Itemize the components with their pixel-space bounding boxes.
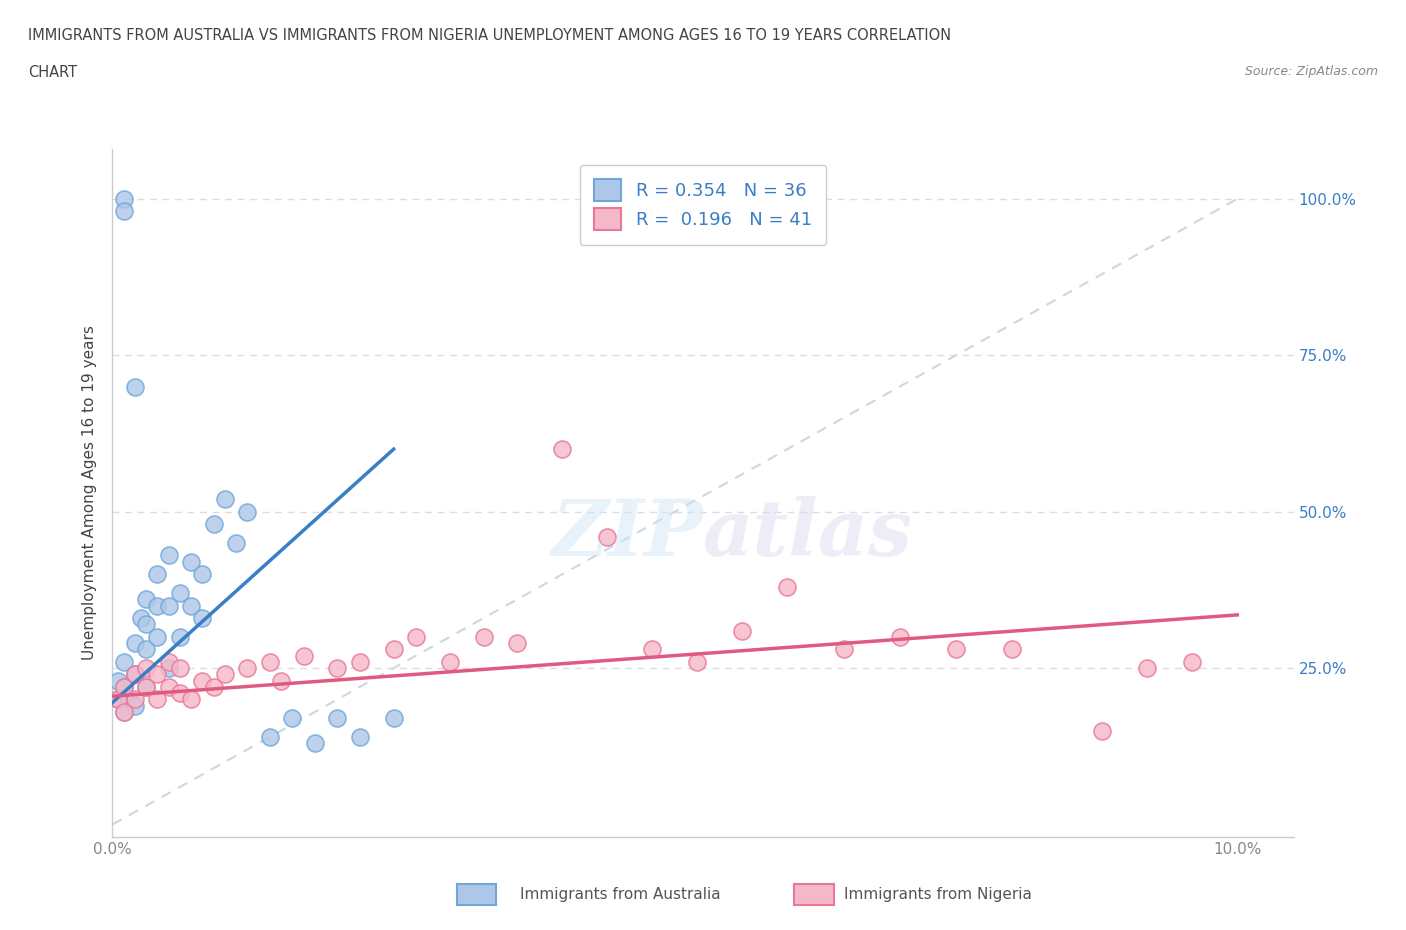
Point xyxy=(326,711,349,725)
Point xyxy=(157,598,180,613)
Point xyxy=(259,729,281,744)
Point xyxy=(191,673,214,688)
Point xyxy=(107,692,129,707)
Point xyxy=(596,529,619,544)
Point xyxy=(157,655,180,670)
Point xyxy=(1091,724,1114,738)
Point xyxy=(292,648,315,663)
Point xyxy=(202,517,225,532)
Point xyxy=(259,655,281,670)
Point xyxy=(889,630,911,644)
Point xyxy=(146,630,169,644)
Point xyxy=(169,660,191,675)
Point xyxy=(686,655,709,670)
Point xyxy=(124,698,146,713)
Point xyxy=(112,192,135,206)
Point xyxy=(281,711,304,725)
Point xyxy=(641,642,664,657)
Legend: R = 0.354   N = 36, R =  0.196   N = 41: R = 0.354 N = 36, R = 0.196 N = 41 xyxy=(579,165,827,245)
Point xyxy=(180,598,202,613)
Point xyxy=(124,379,146,394)
Text: CHART: CHART xyxy=(28,65,77,80)
Point xyxy=(146,692,169,707)
Point xyxy=(225,536,247,551)
Point xyxy=(270,673,292,688)
Point xyxy=(169,630,191,644)
Point xyxy=(135,591,157,606)
Point xyxy=(157,680,180,695)
Point xyxy=(135,660,157,675)
Point xyxy=(112,704,135,719)
Point xyxy=(382,642,405,657)
Point xyxy=(146,566,169,581)
Point xyxy=(112,680,135,695)
Point xyxy=(1136,660,1159,675)
Point xyxy=(1001,642,1024,657)
Point xyxy=(382,711,405,725)
Text: Immigrants from Nigeria: Immigrants from Nigeria xyxy=(844,887,1032,902)
Text: Immigrants from Australia: Immigrants from Australia xyxy=(520,887,721,902)
Point xyxy=(304,736,326,751)
Text: ZIP: ZIP xyxy=(551,496,703,573)
Point xyxy=(135,680,157,695)
Point xyxy=(202,680,225,695)
Text: Source: ZipAtlas.com: Source: ZipAtlas.com xyxy=(1244,65,1378,78)
Point xyxy=(169,586,191,601)
Point xyxy=(326,660,349,675)
Point xyxy=(180,692,202,707)
Point xyxy=(107,673,129,688)
Point xyxy=(157,660,180,675)
Point xyxy=(439,655,461,670)
Point xyxy=(124,667,146,682)
Point xyxy=(214,667,236,682)
Y-axis label: Unemployment Among Ages 16 to 19 years: Unemployment Among Ages 16 to 19 years xyxy=(82,326,97,660)
Point xyxy=(1181,655,1204,670)
Point xyxy=(112,680,135,695)
Point xyxy=(124,692,146,707)
Point xyxy=(349,655,371,670)
Text: atlas: atlas xyxy=(703,496,912,573)
Point xyxy=(214,492,236,507)
Point xyxy=(124,635,146,650)
Point xyxy=(349,729,371,744)
Point xyxy=(135,680,157,695)
Point xyxy=(157,548,180,563)
Point xyxy=(146,598,169,613)
Point xyxy=(731,623,754,638)
Point xyxy=(124,667,146,682)
Point xyxy=(776,579,799,594)
Point xyxy=(146,667,169,682)
Point xyxy=(107,692,129,707)
Point xyxy=(135,642,157,657)
Point xyxy=(472,630,495,644)
Point xyxy=(945,642,967,657)
Point xyxy=(832,642,855,657)
Point xyxy=(236,660,259,675)
Point xyxy=(191,566,214,581)
Point xyxy=(506,635,529,650)
Text: IMMIGRANTS FROM AUSTRALIA VS IMMIGRANTS FROM NIGERIA UNEMPLOYMENT AMONG AGES 16 : IMMIGRANTS FROM AUSTRALIA VS IMMIGRANTS … xyxy=(28,28,952,43)
Point xyxy=(169,685,191,700)
Point xyxy=(551,442,574,457)
Point xyxy=(118,692,141,707)
Point xyxy=(112,204,135,219)
Point xyxy=(191,611,214,626)
Point xyxy=(112,655,135,670)
Point xyxy=(135,617,157,631)
Point xyxy=(405,630,427,644)
Point xyxy=(112,704,135,719)
Point xyxy=(236,504,259,519)
Point xyxy=(129,611,152,626)
Point xyxy=(180,554,202,569)
